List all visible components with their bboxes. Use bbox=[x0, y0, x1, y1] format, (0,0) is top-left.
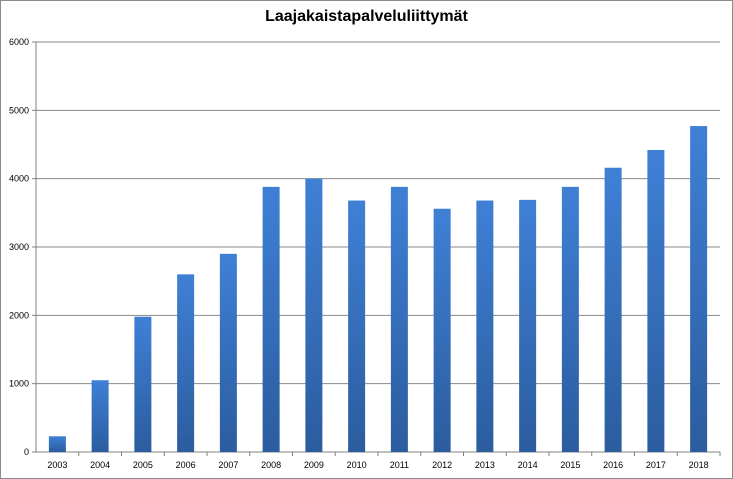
bar-2004 bbox=[91, 380, 109, 452]
x-tick-label: 2012 bbox=[432, 460, 452, 470]
bar-2003 bbox=[48, 436, 66, 452]
x-tick-label: 2007 bbox=[218, 460, 238, 470]
y-tick-label: 3000 bbox=[9, 242, 29, 252]
y-tick-label: 6000 bbox=[9, 37, 29, 47]
x-tick-label: 2018 bbox=[689, 460, 709, 470]
tick-labels: 0 1000 2000 3000 4000 5000 6000 2003 2004 2005 200… bbox=[9, 37, 709, 470]
y-tick-label: 1000 bbox=[9, 379, 29, 389]
x-tick-label: 2006 bbox=[176, 460, 196, 470]
x-tick-label: 2010 bbox=[347, 460, 367, 470]
bar-2007 bbox=[219, 253, 237, 452]
x-tick-label: 2014 bbox=[518, 460, 538, 470]
bar-2006 bbox=[177, 274, 195, 452]
bar-2013 bbox=[476, 200, 494, 452]
x-tick-label: 2003 bbox=[47, 460, 67, 470]
bar-2018 bbox=[690, 126, 708, 453]
bar-2009 bbox=[305, 178, 323, 452]
y-tick-label: 2000 bbox=[9, 310, 29, 320]
y-tick-label: 0 bbox=[24, 447, 29, 457]
bar-2010 bbox=[348, 200, 366, 452]
bars bbox=[48, 126, 708, 453]
x-tick-label: 2009 bbox=[304, 460, 324, 470]
bar-2012 bbox=[433, 208, 451, 452]
bar-2015 bbox=[561, 186, 579, 452]
x-tick-label: 2008 bbox=[261, 460, 281, 470]
bar-2017 bbox=[647, 149, 665, 452]
bar-2008 bbox=[262, 186, 280, 452]
chart-title: Laajakaistapalveluliittymät bbox=[265, 8, 468, 25]
x-tick-label: 2011 bbox=[390, 460, 409, 470]
bar-2005 bbox=[134, 316, 152, 452]
y-tick-label: 5000 bbox=[9, 105, 29, 115]
x-tick-label: 2017 bbox=[646, 460, 666, 470]
y-tick-label: 4000 bbox=[9, 174, 29, 184]
bar-2011 bbox=[390, 186, 408, 452]
x-tick-label: 2005 bbox=[133, 460, 153, 470]
x-tick-label: 2016 bbox=[603, 460, 623, 470]
x-tick-label: 2015 bbox=[560, 460, 580, 470]
x-tick-label: 2004 bbox=[90, 460, 110, 470]
bar-2014 bbox=[519, 199, 537, 452]
x-tick-label: 2013 bbox=[475, 460, 495, 470]
bar-2016 bbox=[604, 167, 622, 452]
